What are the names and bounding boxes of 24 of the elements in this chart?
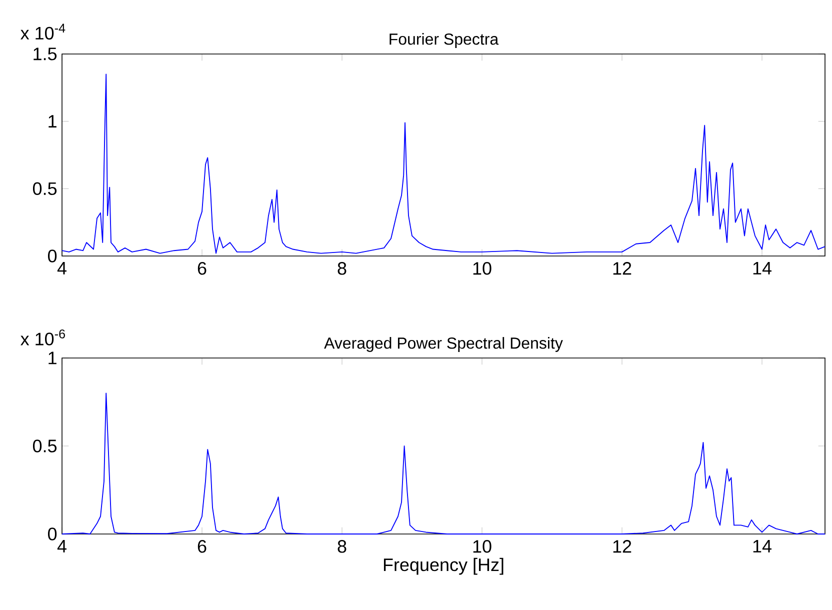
- x-tick-label: 4: [57, 262, 66, 274]
- y-tick-label: 1: [48, 352, 56, 364]
- chart-title: Fourier Spectra: [390, 33, 499, 48]
- chart-title: Averaged Power Spectral Density: [324, 337, 563, 352]
- text: x 10$^{-6}$: [20, 329, 65, 346]
- text: x 10$^{-4}$: [20, 24, 66, 40]
- x-tick-label: 12: [613, 262, 632, 275]
- x-tick-label: 14: [753, 540, 772, 552]
- x-tick-label: 4: [57, 540, 66, 552]
- x-tick-label: 6: [198, 540, 206, 553]
- y-tick-label: 0: [48, 250, 57, 262]
- x-tick-label: 12: [613, 540, 632, 553]
- y-tick-label: 0: [48, 528, 57, 540]
- x-tick-label: 8: [338, 540, 346, 553]
- y-tick-label: 0.5: [32, 440, 57, 452]
- y-tick-label: 1: [48, 115, 56, 128]
- x-tick-label: 6: [198, 262, 206, 275]
- x-tick-label: 10: [473, 262, 492, 275]
- x-tick-label: 8: [338, 262, 346, 275]
- x-tick-label: 14: [753, 262, 772, 274]
- y-tick-label: 1.5: [34, 48, 57, 60]
- x-axis-title: Frequency [Hz]: [384, 558, 504, 575]
- x-tick-label: 10: [473, 540, 492, 553]
- y-tick-label: 0.5: [32, 182, 57, 196]
